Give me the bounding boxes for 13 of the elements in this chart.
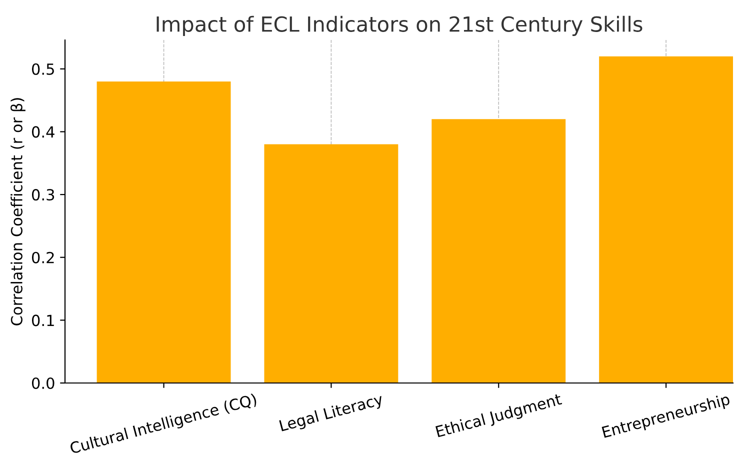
x-tick-label: Legal Literacy [279,392,384,434]
bar [432,119,566,383]
bar [264,144,398,383]
bar [599,56,733,383]
y-tick-label: 0.1 [32,314,54,326]
y-tick-label: 0.4 [32,126,54,138]
y-tick-label: 0.3 [32,189,54,201]
chart-title: Impact of ECL Indicators on 21st Century Skills [156,16,642,36]
y-tick-label: 0.2 [32,252,54,264]
y-axis-title: Correlation Coefficient (r or β) [10,98,26,326]
bar [96,81,231,383]
y-tick-label: 0.5 [32,63,54,75]
y-tick-label: 0.0 [32,377,54,390]
